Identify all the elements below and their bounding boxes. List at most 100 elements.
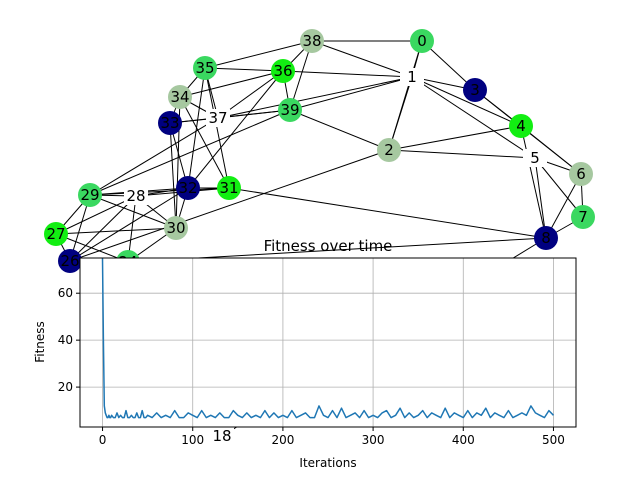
graph-edge xyxy=(282,70,413,78)
graph-node: 7 xyxy=(571,205,595,229)
graph-edge xyxy=(520,125,582,175)
x-tick-label: 100 xyxy=(181,433,204,447)
graph-node: 31 xyxy=(217,176,241,200)
graph-edge xyxy=(89,117,219,196)
x-tick-label: 200 xyxy=(271,433,294,447)
graph-edge xyxy=(89,194,177,229)
graph-edge xyxy=(228,187,547,239)
graph-node-label: 18 xyxy=(212,427,231,445)
plot-area xyxy=(80,258,576,427)
graph-node-label: 4 xyxy=(516,117,526,135)
graph-node-circle xyxy=(164,216,188,240)
graph-edge xyxy=(311,40,413,78)
graph-node-label: 1 xyxy=(407,68,417,86)
graph-node-label: 36 xyxy=(273,62,292,80)
graph-node-circle xyxy=(569,162,593,186)
graph-node-label: 31 xyxy=(219,179,238,197)
graph-node-label: 7 xyxy=(578,208,588,226)
graph-edge xyxy=(388,76,413,151)
graph-node-label: 34 xyxy=(170,88,189,106)
graph-node-circle xyxy=(509,114,533,138)
plot-frame xyxy=(79,257,577,428)
graph-node-circle xyxy=(176,176,200,200)
graph-node: 32 xyxy=(176,176,200,200)
x-tick-label: 500 xyxy=(542,433,565,447)
graph-edge xyxy=(69,187,189,262)
graph-node-circle xyxy=(217,176,241,200)
graph-node-label-bg xyxy=(400,68,424,86)
graph-edge xyxy=(534,157,547,239)
graph-edge xyxy=(388,125,522,151)
graph-node-label: 8 xyxy=(541,229,551,247)
graph-nodes: 0123456781824262728293031323334353637383… xyxy=(44,29,595,445)
graph-node-label-bg xyxy=(124,187,148,205)
y-tick-label: 60 xyxy=(58,286,73,300)
graph-edge xyxy=(204,67,284,72)
graph-edge xyxy=(55,233,129,263)
y-tick-label: 20 xyxy=(58,380,73,394)
graph-node-label: 37 xyxy=(208,109,227,127)
graph-node-circle xyxy=(300,29,324,53)
graph-edge xyxy=(289,109,390,151)
graph-node: 18 xyxy=(210,427,234,445)
graph-node: 27 xyxy=(44,222,68,246)
graph-edge xyxy=(289,40,313,111)
graph-node: 38 xyxy=(300,29,324,53)
graph-edge xyxy=(55,195,137,235)
graph-node: 6 xyxy=(569,162,593,186)
graph-edge xyxy=(187,70,284,189)
x-tick-label: 400 xyxy=(452,433,475,447)
graph-edge xyxy=(204,40,313,69)
graph-edge xyxy=(411,76,522,127)
graph-node-label: 27 xyxy=(46,225,65,243)
graph-edge xyxy=(89,187,230,196)
graph-node-label: 6 xyxy=(576,165,586,183)
fitness-series-line xyxy=(101,257,555,419)
graph-node: 30 xyxy=(164,216,188,240)
graph-node-label: 30 xyxy=(166,219,185,237)
graph-node-label-bg xyxy=(523,149,547,167)
chart-series xyxy=(101,257,555,419)
graph-edge xyxy=(179,96,230,189)
graph-node: 5 xyxy=(523,149,547,167)
graph-node: 39 xyxy=(278,98,302,122)
graph-edge xyxy=(534,157,584,218)
graph-node-circle xyxy=(278,98,302,122)
graph-node-label: 28 xyxy=(126,187,145,205)
graph-node-label: 5 xyxy=(530,149,540,167)
graph-edge xyxy=(169,122,177,229)
graph-node-label: 26 xyxy=(60,252,79,270)
fitness-chart: 0 100 200 300 400 500 20 40 60 Fitness over tim… xyxy=(33,237,577,470)
graph-node-label: 35 xyxy=(195,59,214,77)
graph-node: 37 xyxy=(206,109,230,127)
y-axis-label: Fitness xyxy=(33,321,47,363)
graph-node: 0 xyxy=(410,29,434,53)
graph-edge xyxy=(69,149,390,262)
graph-node-label: 0 xyxy=(417,32,427,50)
graph-node-circle xyxy=(377,138,401,162)
graph-node: 26 xyxy=(58,249,82,273)
x-tick-label: 0 xyxy=(99,433,107,447)
graph-node-label: 39 xyxy=(280,101,299,119)
graph-edge xyxy=(289,76,413,111)
graph-node: 34 xyxy=(168,85,192,109)
graph-node: 35 xyxy=(193,56,217,80)
graph-edge xyxy=(204,67,230,189)
graph-node-circle xyxy=(58,249,82,273)
graph-node-label: 33 xyxy=(160,114,179,132)
graph-node-label: 2 xyxy=(384,141,394,159)
graph-node-circle xyxy=(571,205,595,229)
graph-node-circle xyxy=(78,183,102,207)
graph-node-label-bg xyxy=(206,109,230,127)
x-tick-label: 300 xyxy=(362,433,385,447)
network-graph: 0123456781824262728293031323334353637383… xyxy=(44,29,595,445)
chart-title: Fitness over time xyxy=(264,237,393,255)
graph-edge xyxy=(179,70,284,98)
graph-node-circle xyxy=(168,85,192,109)
graph-node-circle xyxy=(271,59,295,83)
graph-node: 2 xyxy=(377,138,401,162)
graph-node-circle xyxy=(534,226,558,250)
graph-edge xyxy=(388,149,536,159)
graph-edge xyxy=(421,40,476,91)
